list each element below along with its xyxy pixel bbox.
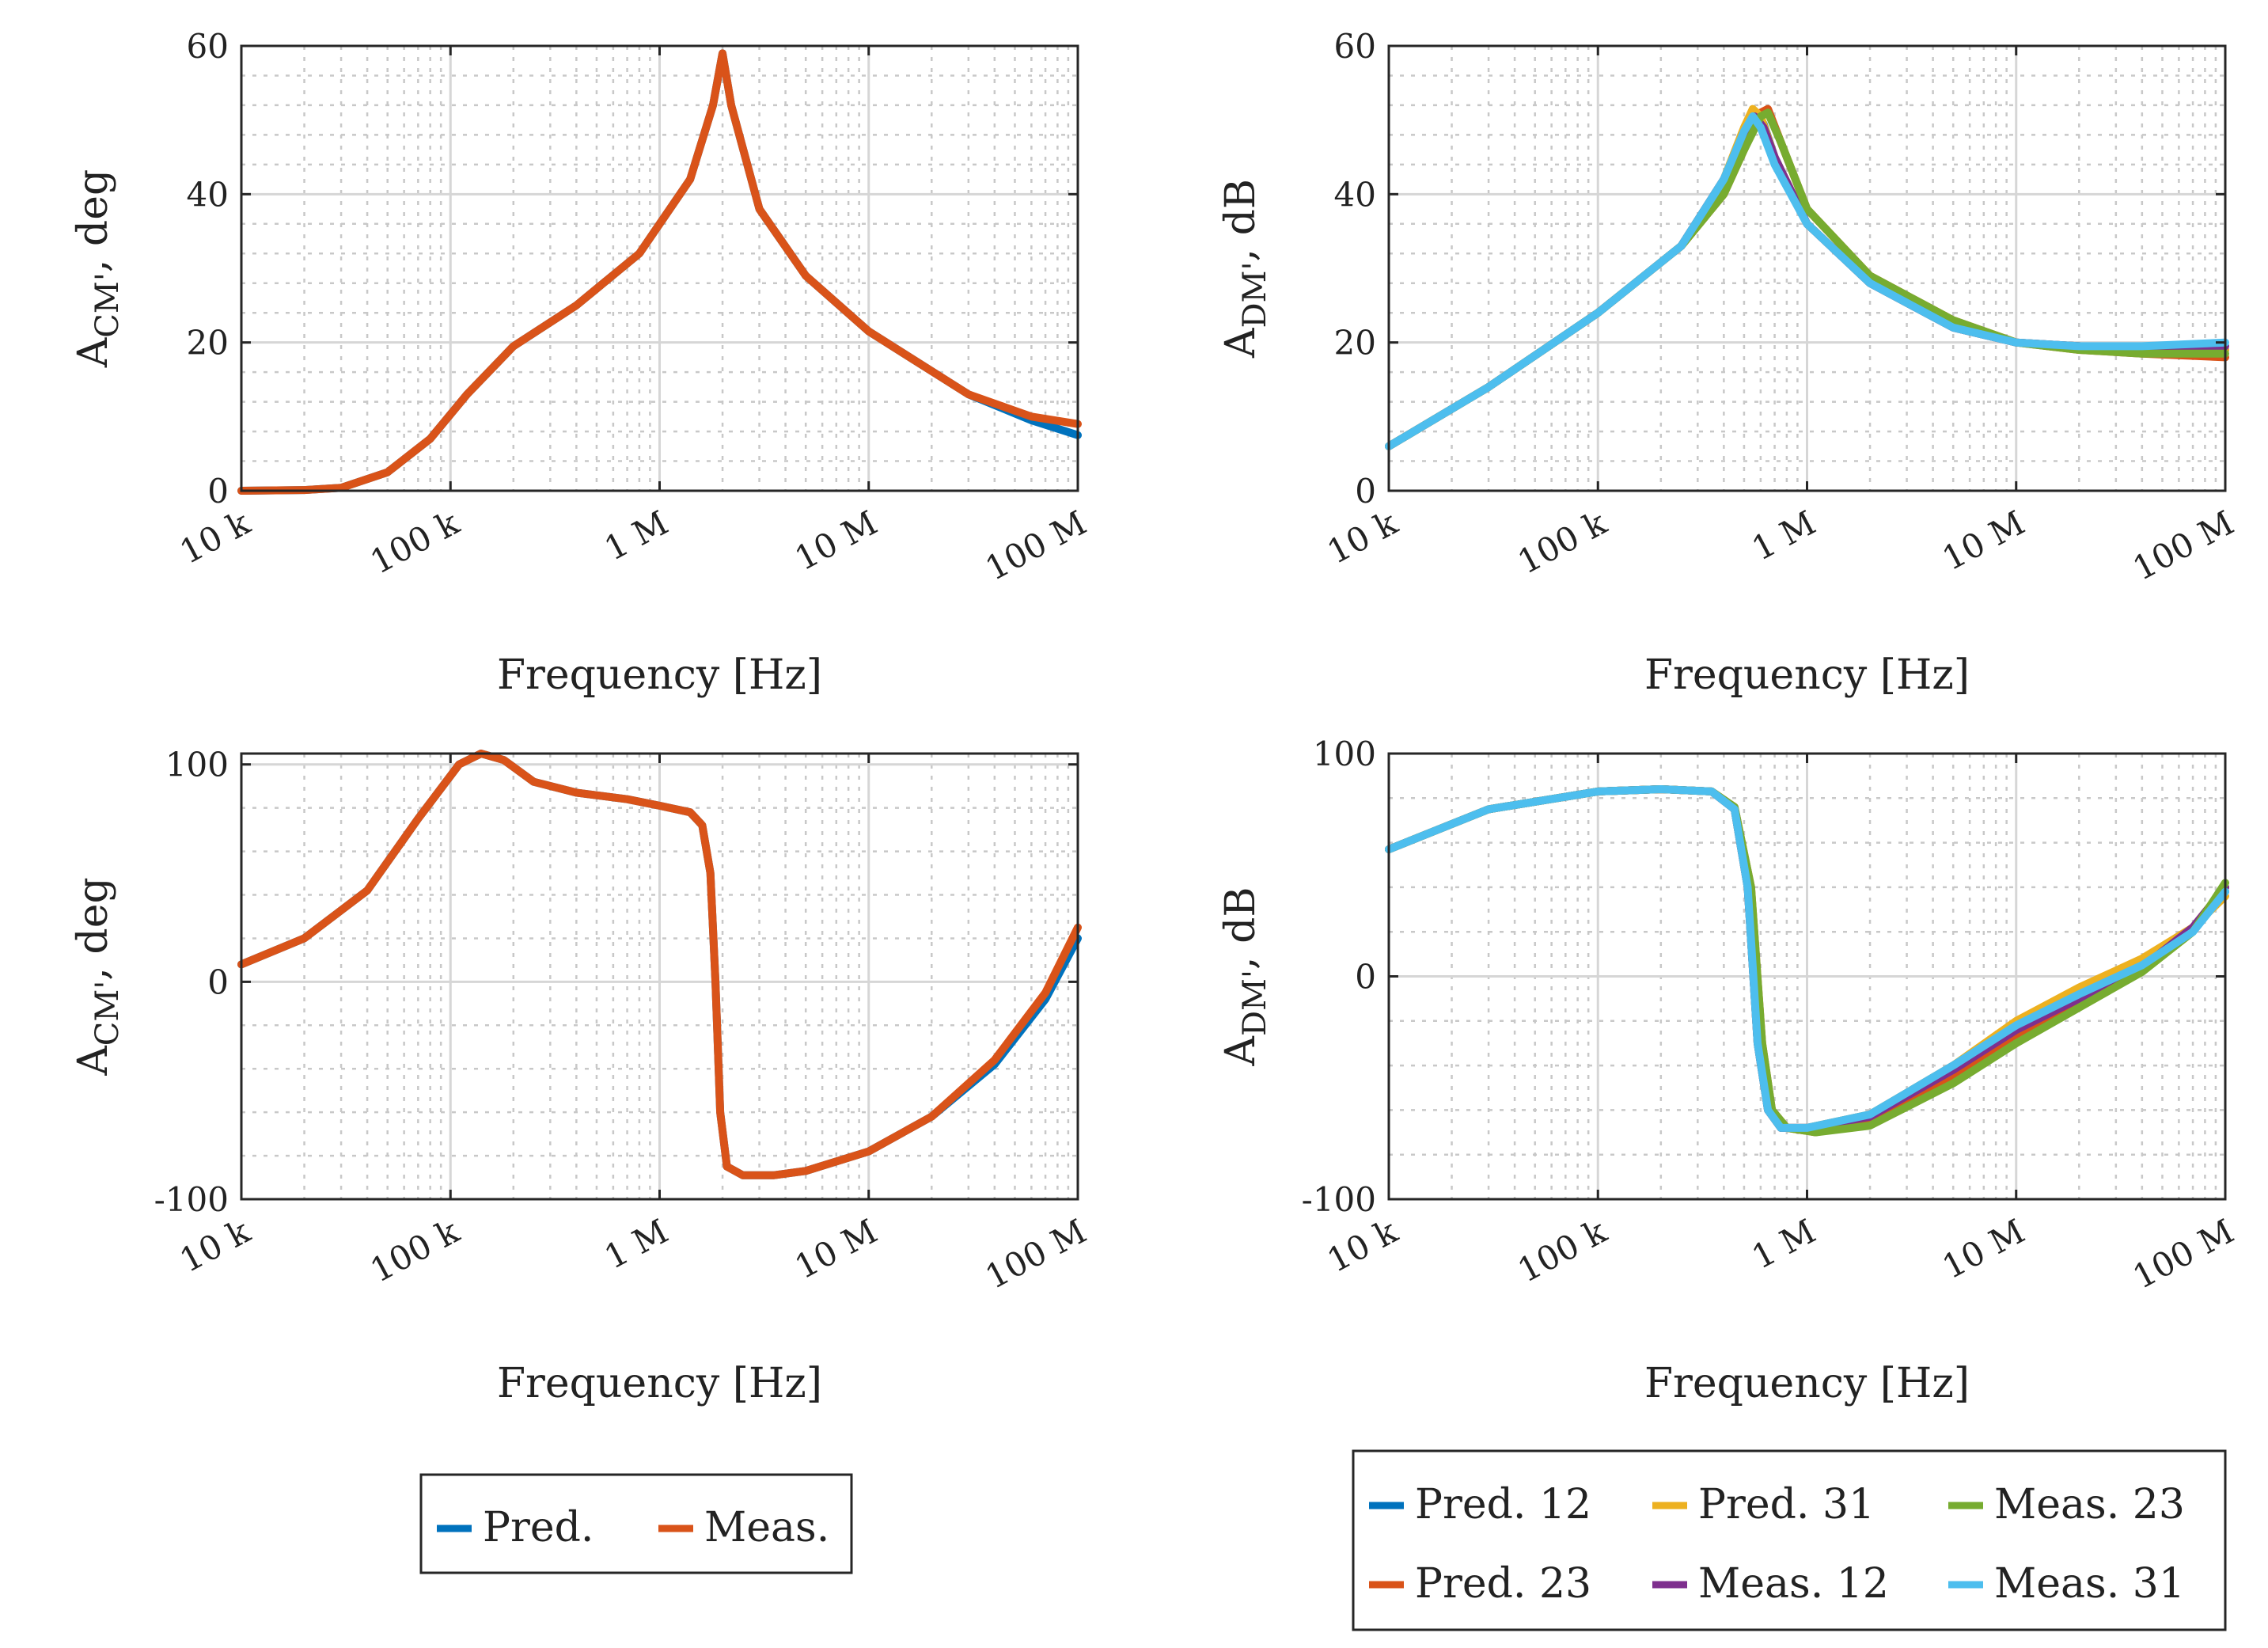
y-tick-label: 100: [165, 746, 229, 784]
y-tick-label: 40: [187, 175, 229, 214]
x-tick-label: 100 k: [1511, 1211, 1614, 1289]
y-axis-label-subscript: CM': [89, 272, 126, 338]
series-group: [1385, 104, 2229, 450]
y-tick-label: 0: [1355, 958, 1376, 997]
y-axis-label: ACM', deg: [70, 877, 126, 1077]
y-axis-label-unit: , dB: [1217, 179, 1265, 262]
x-axis-label: Frequency [Hz]: [497, 651, 822, 699]
y-axis-label-unit: , dB: [1217, 887, 1265, 970]
y-axis-label: ADM', dB: [1217, 179, 1273, 359]
legend-label: Meas. 23: [1994, 1481, 2185, 1528]
series-group: [1385, 785, 2229, 1137]
y-tick-label: 60: [187, 27, 229, 66]
x-tick-label: 10 k: [1321, 1211, 1404, 1280]
y-tick-label: 20: [1334, 324, 1376, 363]
y-axis-label-main: A: [70, 1045, 117, 1077]
y-axis-label: ADM', dB: [1217, 887, 1273, 1066]
y-tick-label: 0: [207, 472, 229, 511]
x-tick-label: 100 M: [979, 1212, 1093, 1297]
legend-label: Pred. 12: [1415, 1481, 1591, 1528]
legend-label: Pred.: [483, 1504, 594, 1551]
x-tick-label: 100 M: [979, 503, 1093, 588]
y-tick-label: 20: [187, 324, 229, 363]
minor-grid: [1389, 46, 2225, 491]
panel-cm-phase: 10 k 100 k 1 M 10 M 100 M -100 0 100 Frequency […: [70, 746, 1093, 1407]
x-tick-label: 10 k: [173, 503, 256, 571]
series-line-meas-31: [1385, 785, 2229, 1132]
panel-dm-phase: 10 k 100 k 1 M 10 M 100 M -100 0 100 Frequency […: [1217, 735, 2240, 1407]
y-tick-label: 0: [207, 963, 229, 1001]
minor-grid: [241, 754, 1078, 1199]
legend-box: [1352, 1449, 2227, 1631]
x-axis-label: Frequency [Hz]: [497, 1360, 822, 1407]
x-tick-label: 100 M: [2126, 503, 2240, 588]
minor-grid: [241, 46, 1078, 491]
y-axis-label-subscript: CM': [89, 981, 126, 1046]
x-tick-label: 100 k: [364, 1211, 466, 1289]
series-line-meas: [237, 49, 1082, 495]
x-tick-label: 1 M: [1746, 1212, 1822, 1277]
panel-dm-magnitude: 10 k 100 k 1 M 10 M 100 M 0 20 40 60 Frequency [H…: [1217, 27, 2240, 699]
legend-label: Meas. 31: [1994, 1560, 2185, 1608]
series-group: [237, 750, 1082, 1179]
y-axis-label: ACM', deg: [70, 169, 126, 369]
panel-cm-magnitude: 10 k 100 k 1 M 10 M 100 M 0 20 40 60 Frequency [H…: [70, 27, 1093, 699]
x-tick-label: 10 M: [788, 1212, 883, 1287]
y-axis-label-unit: , deg: [70, 169, 117, 272]
y-axis-label-unit: , deg: [70, 877, 117, 980]
series-line-meas: [237, 750, 1082, 1179]
y-tick-label: 60: [1334, 27, 1376, 66]
legend-label: Pred. 23: [1415, 1560, 1591, 1608]
y-axis-label-main: A: [70, 336, 117, 368]
x-tick-label: 100 M: [2126, 1212, 2240, 1297]
y-tick-label: 0: [1355, 472, 1376, 511]
x-tick-label: 10 k: [173, 1211, 256, 1280]
y-axis-label-main: A: [1217, 1035, 1265, 1067]
series-line-meas-31: [1385, 112, 2229, 450]
x-tick-label: 10 M: [788, 503, 883, 579]
x-tick-label: 1 M: [598, 503, 674, 568]
y-tick-label: 40: [1334, 175, 1376, 214]
x-tick-label: 10 M: [1936, 503, 2031, 579]
legend-dm: Pred. 12 Pred. 31 Meas. 23 Pred. 23 Meas. 12…: [1352, 1449, 2227, 1631]
y-tick-label: -100: [154, 1180, 229, 1219]
legend-label: Meas. 12: [1698, 1560, 1889, 1608]
legend-cm: Pred. Meas.: [419, 1473, 853, 1574]
x-tick-label: 10 M: [1936, 1212, 2031, 1287]
y-axis-label-subscript: DM': [1237, 970, 1273, 1036]
x-axis-label: Frequency [Hz]: [1644, 651, 1970, 699]
legend-box: [419, 1473, 853, 1574]
x-tick-label: 1 M: [1746, 503, 1822, 568]
x-tick-label: 10 k: [1321, 503, 1404, 571]
y-axis-label-main: A: [1217, 327, 1265, 359]
y-tick-label: -100: [1302, 1180, 1376, 1219]
series-group: [237, 49, 1082, 495]
x-tick-label: 100 k: [1511, 503, 1614, 581]
x-tick-label: 1 M: [598, 1212, 674, 1277]
y-tick-label: 100: [1313, 735, 1376, 773]
x-axis-label: Frequency [Hz]: [1644, 1360, 1970, 1407]
y-axis-label-subscript: DM': [1237, 261, 1273, 328]
legend-label: Meas.: [704, 1504, 829, 1551]
legend-label: Pred. 31: [1698, 1481, 1875, 1528]
x-tick-label: 100 k: [364, 503, 466, 581]
